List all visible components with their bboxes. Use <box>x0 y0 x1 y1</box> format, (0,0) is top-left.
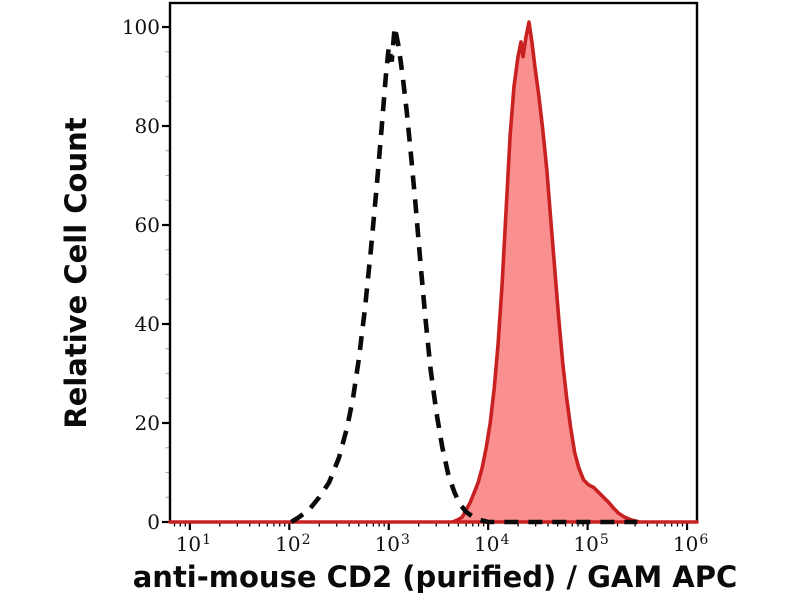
x-axis-title: anti-mouse CD2 (purified) / GAM APC <box>132 560 738 594</box>
control-curve <box>290 26 638 525</box>
plot-frame <box>168 1 699 524</box>
stained-sample-curve <box>168 20 699 524</box>
y-axis-title: Relative Cell Count <box>59 117 93 429</box>
